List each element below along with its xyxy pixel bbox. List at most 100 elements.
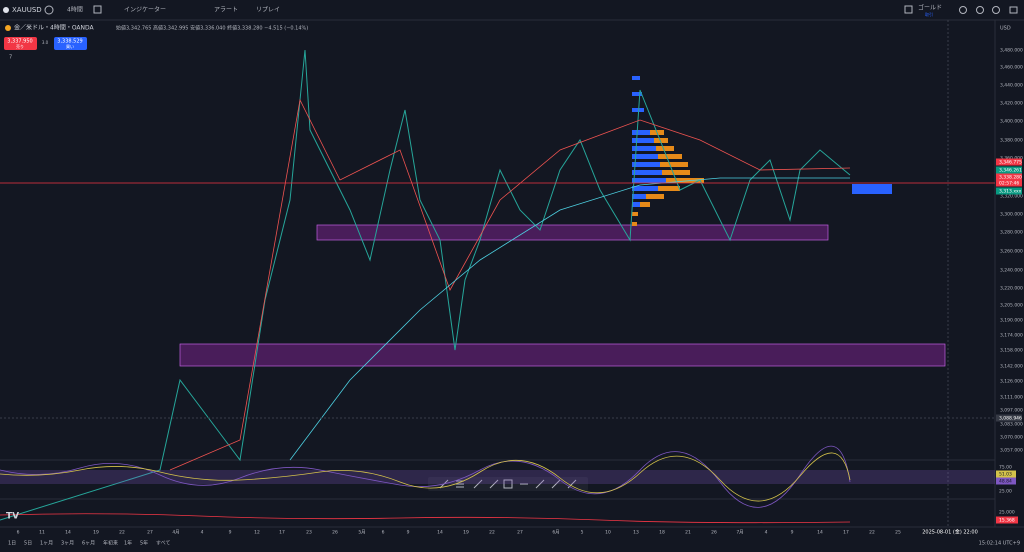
watch-sub: 取引 <box>925 11 933 17</box>
oscillator <box>0 445 851 508</box>
osc-marker <box>996 470 1016 478</box>
icon[interactable] <box>992 6 1000 14</box>
price-marker <box>996 158 1022 166</box>
price-marker <box>996 166 1022 174</box>
clock: 15:02:14 UTC+9 <box>979 541 1020 547</box>
time-label: 12 <box>254 530 260 536</box>
vol-marker <box>996 516 1018 524</box>
icon[interactable] <box>959 6 967 14</box>
replay[interactable]: リプレイ <box>256 7 280 14</box>
range-button[interactable]: 6ヶ月 <box>82 541 95 547</box>
time-label: 4 <box>201 530 204 536</box>
time-cursor: 2025-08-01 (金) 22:00 <box>922 529 978 536</box>
osc-label: 75.00 <box>999 465 1012 471</box>
price-label: 3,480.000 <box>1000 48 1023 54</box>
legend-title: 金／米ドル・4時間・OANDA <box>14 24 95 32</box>
icon[interactable] <box>976 6 984 14</box>
price-label: 3,111.000 <box>1000 395 1023 401</box>
vol-label: 15.368 <box>999 518 1015 524</box>
interval[interactable]: 4時間 <box>67 6 83 14</box>
time-label: 17 <box>279 530 285 536</box>
price-marker-label: 02:57:46 <box>999 181 1019 187</box>
range-button[interactable]: 5日 <box>24 541 32 547</box>
time-label: 19 <box>463 530 469 536</box>
price-label: 3,097.000 <box>1000 408 1023 414</box>
time-label: 9 <box>791 530 794 536</box>
time-label: 22 <box>869 530 875 536</box>
time-label: 27 <box>517 530 523 536</box>
price-marker-label: 3,338.280 <box>999 175 1022 181</box>
time-label: 4 <box>765 530 768 536</box>
osc-marker <box>996 477 1016 485</box>
time-label: 27 <box>147 530 153 536</box>
time-label: 26 <box>711 530 717 536</box>
zone <box>179 343 946 367</box>
price-trace <box>0 49 851 521</box>
price-marker-label: 3,346.261 <box>999 168 1022 174</box>
price-label: 3,057.000 <box>1000 448 1023 454</box>
alert[interactable]: アラート <box>214 7 238 14</box>
buy-button[interactable] <box>54 37 87 50</box>
vol-label: 25.000 <box>999 510 1015 516</box>
time-label: 23 <box>306 530 312 536</box>
range-button[interactable]: 5年 <box>140 540 148 547</box>
price-marker-label: 3,346.775 <box>999 160 1022 166</box>
indicator-count[interactable]: 7 <box>9 55 12 61</box>
time-label: 13 <box>633 530 639 536</box>
price-label: 3,070.000 <box>1000 435 1023 441</box>
time-label: 6 <box>382 530 385 536</box>
drawing-toolbar <box>428 477 588 491</box>
price-label: 3,320.000 <box>1000 194 1023 200</box>
symbol[interactable]: XAUUSD <box>12 6 42 14</box>
price-label: 3,190.000 <box>1000 318 1023 324</box>
toolbar <box>0 0 1024 20</box>
price-marker-label: 3,088.946 <box>999 416 1022 422</box>
price-label: 3,300.000 <box>1000 212 1023 218</box>
osc-label: 48.84 <box>999 479 1012 485</box>
chart-type[interactable] <box>93 5 102 14</box>
moving-average <box>169 98 851 471</box>
price-label: 3,260.000 <box>1000 249 1023 255</box>
osc-label: 25.00 <box>999 489 1012 495</box>
watch-box[interactable] <box>904 5 913 14</box>
symbol-icon <box>5 25 11 31</box>
time-label: 25 <box>895 530 901 536</box>
time-label: 22 <box>489 530 495 536</box>
sell-label: 売り <box>16 43 24 49</box>
price-label: 3,420.000 <box>1000 101 1023 107</box>
time-label: 21 <box>685 530 691 536</box>
time-label: 14 <box>437 530 443 536</box>
price-label: 3,126.000 <box>1000 379 1023 385</box>
price-marker-label: 3,313.xxx <box>999 189 1022 195</box>
oscillator-signal <box>0 452 851 502</box>
time-label: 7月 <box>736 530 743 536</box>
add-symbol[interactable] <box>44 5 54 15</box>
icon[interactable] <box>1009 6 1018 14</box>
indicators[interactable]: インジケーター <box>124 6 166 14</box>
price-marker <box>996 173 1022 181</box>
spread: 3.0 <box>42 40 49 45</box>
range-button[interactable]: すべて <box>156 541 170 547</box>
buy-price: 3,338.529 <box>57 39 82 45</box>
time-label: 6 <box>17 530 20 536</box>
time-label: 5 <box>581 530 584 536</box>
watch[interactable]: ゴールド <box>918 4 942 12</box>
range-button[interactable]: 3ヶ月 <box>61 541 74 547</box>
range-button[interactable]: 1年 <box>124 540 132 547</box>
osc-label: 51.03 <box>999 472 1012 478</box>
range-button[interactable]: 1日 <box>8 541 16 547</box>
time-label: 11 <box>39 530 45 536</box>
currency: USD <box>1000 26 1011 32</box>
time-label: 22 <box>119 530 125 536</box>
time-label: 18 <box>659 530 665 536</box>
range-button[interactable]: 年初来 <box>103 540 118 547</box>
time-label: 5月 <box>358 530 365 536</box>
time-label: 19 <box>93 530 99 536</box>
price-label: 3,158.000 <box>1000 348 1023 354</box>
time-label: 17 <box>843 530 849 536</box>
zone <box>316 224 829 241</box>
range-button[interactable]: 1ヶ月 <box>40 541 53 547</box>
sell-button[interactable] <box>4 37 37 50</box>
tv-logo: TV <box>6 512 19 522</box>
